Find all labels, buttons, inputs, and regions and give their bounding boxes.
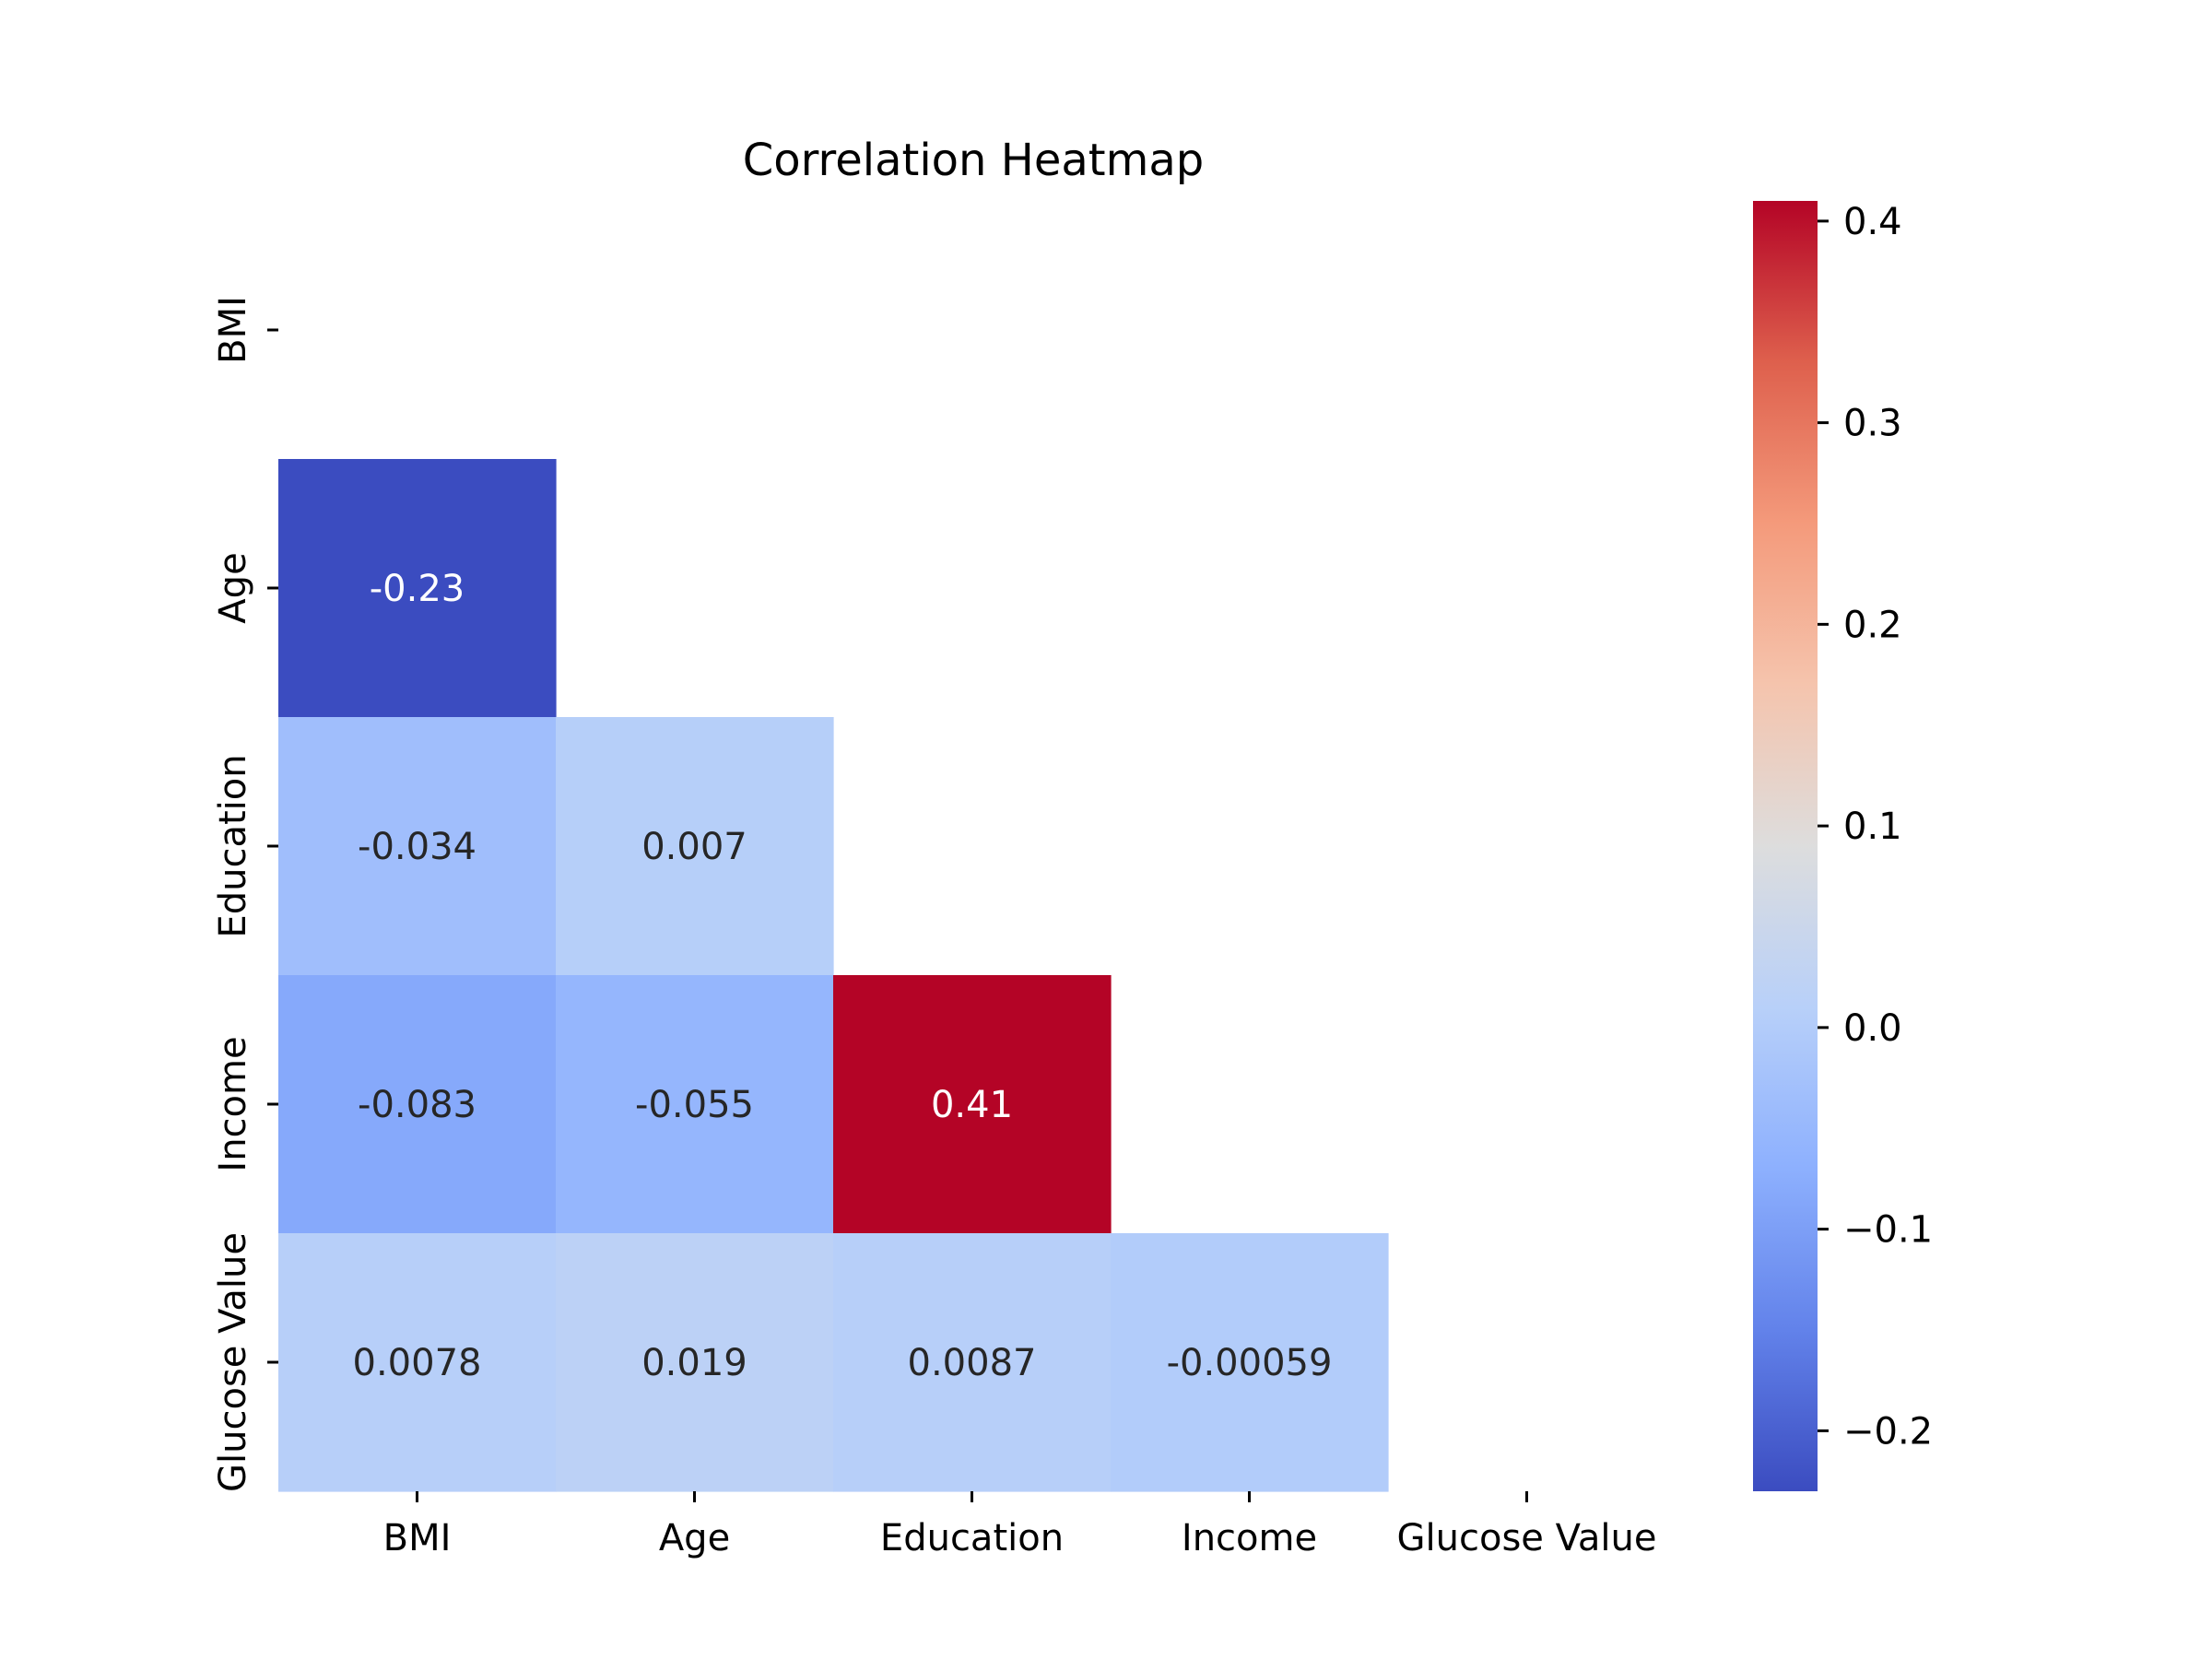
cell-value-label: 0.41 bbox=[931, 1084, 1013, 1126]
y-axis: BMI Age Education Income Glucose Value bbox=[212, 296, 278, 1492]
heatmap-cell-income-bmi bbox=[278, 975, 557, 1234]
heatmap-cell-education-age bbox=[556, 717, 834, 976]
colorbar-gradient bbox=[1753, 201, 1818, 1491]
x-axis: BMI Age Education Income Glucose Value bbox=[383, 1491, 1657, 1559]
cell-value-label: -0.23 bbox=[370, 568, 465, 610]
heatmap-cells: -0.23 -0.034 0.007 -0.083 -0.055 0.41 0.0078 0.… bbox=[278, 459, 1389, 1492]
x-tick-label: Age bbox=[659, 1517, 730, 1559]
colorbar-tick-label: 0.0 bbox=[1843, 1007, 1902, 1050]
cell-value-label: 0.0078 bbox=[353, 1342, 482, 1384]
colorbar-tick-label: 0.2 bbox=[1843, 604, 1902, 646]
colorbar-tick-label: −0.1 bbox=[1843, 1209, 1933, 1252]
colorbar: 0.4 0.3 0.2 0.1 0.0 −0.1 −0.2 bbox=[1753, 201, 1933, 1491]
colorbar-tick-label: 0.3 bbox=[1843, 403, 1902, 445]
heatmap-cell-education-bmi bbox=[278, 717, 557, 976]
colorbar-tick-label: 0.4 bbox=[1843, 201, 1902, 243]
cell-value-label: 0.019 bbox=[641, 1342, 747, 1384]
x-tick-label: Education bbox=[880, 1517, 1064, 1559]
heatmap-cell-glucose-value-income bbox=[1111, 1233, 1389, 1492]
colorbar-tick-label: 0.1 bbox=[1843, 806, 1902, 848]
cell-value-label: -0.00059 bbox=[1167, 1342, 1333, 1384]
heatmap-cell-age-bmi bbox=[278, 459, 557, 718]
x-tick-label: Income bbox=[1182, 1517, 1317, 1559]
y-tick-label: Education bbox=[212, 754, 254, 937]
cell-value-label: -0.055 bbox=[635, 1084, 754, 1126]
heatmap-cell-glucose-value-age bbox=[556, 1233, 834, 1492]
y-tick-label: Glucose Value bbox=[212, 1232, 254, 1492]
heatmap-cell-glucose-value-bmi bbox=[278, 1233, 557, 1492]
heatmap-cell-glucose-value-education bbox=[833, 1233, 1112, 1492]
cell-value-label: 0.0087 bbox=[908, 1342, 1037, 1384]
heatmap-cell-income-age bbox=[556, 975, 834, 1234]
y-tick-label: Age bbox=[212, 552, 254, 623]
heatmap-cell-income-education bbox=[833, 975, 1112, 1234]
colorbar-tick-label: −0.2 bbox=[1843, 1410, 1933, 1453]
y-tick-label: Income bbox=[212, 1036, 254, 1171]
chart-title: Correlation Heatmap bbox=[743, 135, 1204, 186]
x-tick-label: Glucose Value bbox=[1397, 1517, 1657, 1559]
cell-value-label: 0.007 bbox=[641, 826, 747, 868]
x-tick-label: BMI bbox=[383, 1517, 452, 1559]
cell-value-label: -0.034 bbox=[358, 826, 477, 868]
y-tick-label: BMI bbox=[212, 296, 254, 364]
cell-value-label: -0.083 bbox=[358, 1084, 477, 1126]
